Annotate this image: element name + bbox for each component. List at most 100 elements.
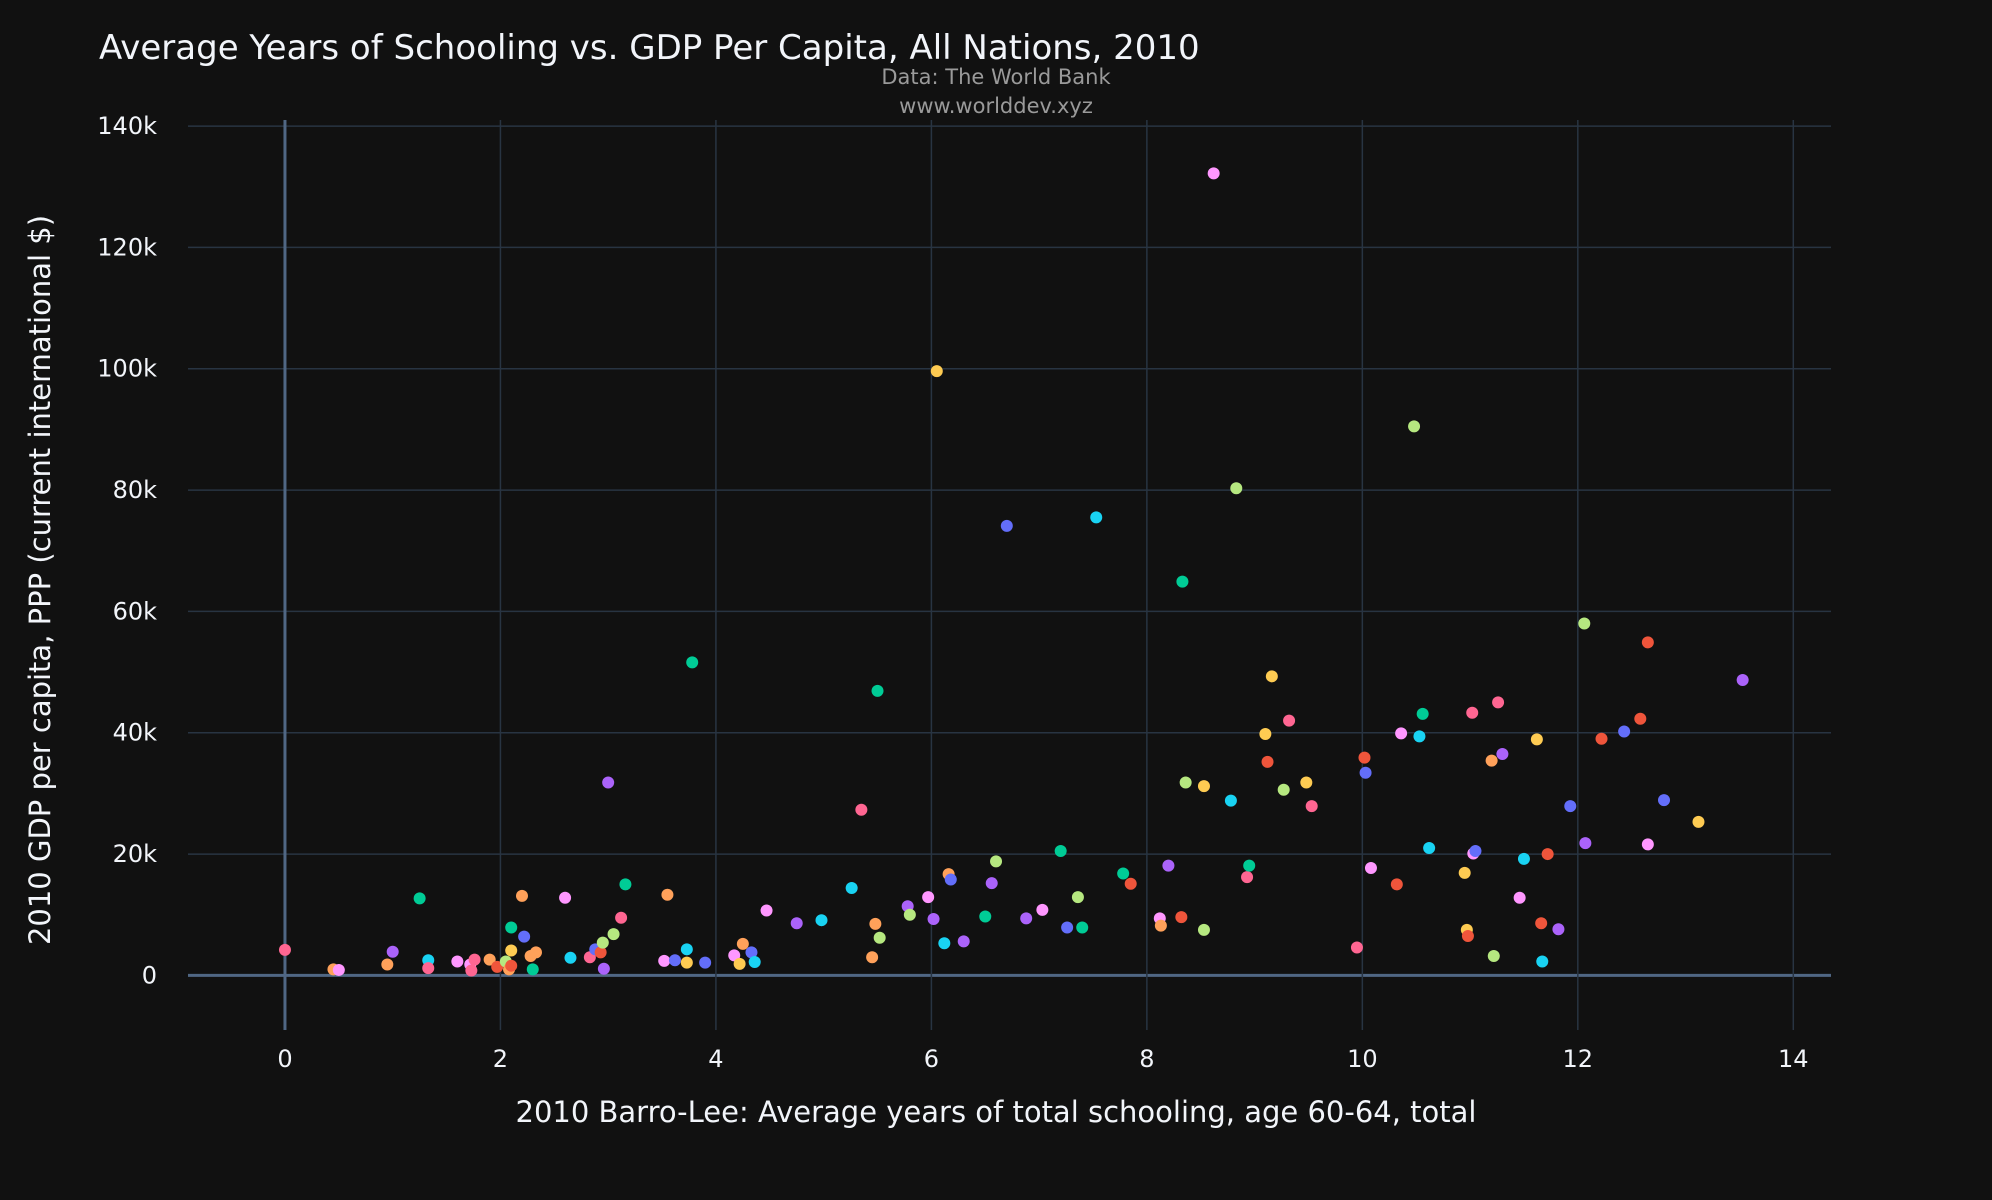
data-point[interactable] xyxy=(483,953,496,966)
data-point[interactable] xyxy=(985,877,998,890)
data-point[interactable] xyxy=(661,888,674,901)
data-point[interactable] xyxy=(1395,727,1408,740)
data-point[interactable] xyxy=(564,951,577,964)
data-point[interactable] xyxy=(938,937,951,950)
data-point[interactable] xyxy=(658,954,671,967)
data-point[interactable] xyxy=(1536,955,1549,968)
data-point[interactable] xyxy=(745,946,758,959)
data-point[interactable] xyxy=(1579,837,1592,850)
data-point[interactable] xyxy=(866,951,879,964)
data-point[interactable] xyxy=(1124,877,1137,890)
data-point[interactable] xyxy=(680,943,693,956)
data-point[interactable] xyxy=(278,943,291,956)
data-point[interactable] xyxy=(1618,725,1631,738)
data-point[interactable] xyxy=(529,946,542,959)
data-point[interactable] xyxy=(699,956,712,969)
data-point[interactable] xyxy=(451,955,464,968)
data-point[interactable] xyxy=(1261,755,1274,768)
data-point[interactable] xyxy=(1658,794,1671,807)
data-point[interactable] xyxy=(1517,852,1530,865)
data-point[interactable] xyxy=(1390,878,1403,891)
data-point[interactable] xyxy=(1641,838,1654,851)
data-point[interactable] xyxy=(1259,727,1272,740)
data-point[interactable] xyxy=(1265,670,1278,683)
data-point[interactable] xyxy=(1641,636,1654,649)
data-point[interactable] xyxy=(790,917,803,930)
data-point[interactable] xyxy=(1224,794,1237,807)
data-point[interactable] xyxy=(1492,696,1505,709)
data-point[interactable] xyxy=(845,882,858,895)
data-point[interactable] xyxy=(505,921,518,934)
data-point[interactable] xyxy=(1692,815,1705,828)
data-point[interactable] xyxy=(979,910,992,923)
data-point[interactable] xyxy=(607,928,620,941)
data-point[interactable] xyxy=(1469,845,1482,858)
data-point[interactable] xyxy=(1243,859,1256,872)
data-point[interactable] xyxy=(1461,929,1474,942)
data-point[interactable] xyxy=(596,936,609,949)
data-point[interactable] xyxy=(1530,733,1543,746)
data-point[interactable] xyxy=(386,945,399,958)
data-point[interactable] xyxy=(1736,673,1749,686)
data-point[interactable] xyxy=(680,956,693,969)
data-point[interactable] xyxy=(1634,712,1647,725)
data-point[interactable] xyxy=(413,892,426,905)
data-point[interactable] xyxy=(1197,780,1210,793)
data-point[interactable] xyxy=(927,912,940,925)
data-point[interactable] xyxy=(597,962,610,975)
data-point[interactable] xyxy=(1485,754,1498,767)
data-point[interactable] xyxy=(1154,919,1167,932)
data-point[interactable] xyxy=(1175,911,1188,924)
data-point[interactable] xyxy=(1578,617,1591,630)
data-point[interactable] xyxy=(526,963,539,976)
data-point[interactable] xyxy=(381,958,394,971)
data-point[interactable] xyxy=(869,917,882,930)
data-point[interactable] xyxy=(1458,866,1471,879)
data-point[interactable] xyxy=(903,908,916,921)
data-point[interactable] xyxy=(1000,519,1013,532)
data-point[interactable] xyxy=(1071,891,1084,904)
data-point[interactable] xyxy=(1283,714,1296,727)
data-point[interactable] xyxy=(1595,732,1608,745)
data-point[interactable] xyxy=(1230,482,1243,495)
data-point[interactable] xyxy=(1408,420,1421,433)
data-point[interactable] xyxy=(515,889,528,902)
data-point[interactable] xyxy=(1513,891,1526,904)
data-point[interactable] xyxy=(1300,776,1313,789)
data-point[interactable] xyxy=(760,904,773,917)
data-point[interactable] xyxy=(1466,706,1479,719)
data-point[interactable] xyxy=(619,878,632,891)
data-point[interactable] xyxy=(1359,766,1372,779)
data-point[interactable] xyxy=(957,935,970,948)
data-point[interactable] xyxy=(733,957,746,970)
data-point[interactable] xyxy=(944,873,957,886)
data-point[interactable] xyxy=(1117,867,1130,880)
data-point[interactable] xyxy=(1413,730,1426,743)
data-point[interactable] xyxy=(1535,917,1548,930)
data-point[interactable] xyxy=(815,914,828,927)
data-point[interactable] xyxy=(1076,921,1089,934)
data-point[interactable] xyxy=(1358,751,1371,764)
data-point[interactable] xyxy=(1197,923,1210,936)
data-point[interactable] xyxy=(1364,862,1377,875)
data-point[interactable] xyxy=(332,963,345,976)
data-point[interactable] xyxy=(668,954,681,967)
data-point[interactable] xyxy=(873,931,886,944)
data-point[interactable] xyxy=(468,953,481,966)
data-point[interactable] xyxy=(1496,747,1509,760)
data-point[interactable] xyxy=(505,944,518,957)
data-point[interactable] xyxy=(1541,848,1554,861)
data-point[interactable] xyxy=(1179,776,1192,789)
data-point[interactable] xyxy=(1054,845,1067,858)
data-point[interactable] xyxy=(1061,921,1074,934)
data-point[interactable] xyxy=(1176,575,1189,588)
data-point[interactable] xyxy=(518,930,531,943)
data-point[interactable] xyxy=(1020,912,1033,925)
data-point[interactable] xyxy=(1423,842,1436,854)
data-point[interactable] xyxy=(491,960,504,973)
data-point[interactable] xyxy=(1277,783,1290,796)
data-point[interactable] xyxy=(1564,800,1577,813)
data-point[interactable] xyxy=(922,891,935,904)
data-point[interactable] xyxy=(1162,859,1175,872)
data-point[interactable] xyxy=(1036,903,1049,916)
